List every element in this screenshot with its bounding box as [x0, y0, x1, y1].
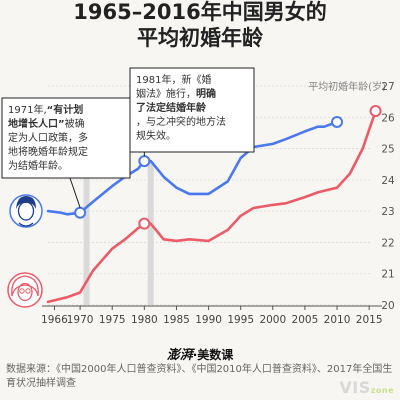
female-marker-1980	[138, 217, 151, 230]
watermark-main: VIS	[339, 378, 371, 397]
x-tick-1990: 1990	[195, 314, 222, 326]
annotation-1981-line4: ，与之冲突的地方法	[136, 115, 226, 128]
annotation-1971-connector	[69, 177, 81, 208]
watermark-sub: zone	[370, 386, 394, 395]
male-marker-1970	[74, 206, 87, 219]
male-marker-2010	[331, 115, 344, 128]
annotation-1971-line4: 地将晚婚年龄规定	[8, 145, 88, 158]
annotation-1971-line1: 1971年,“有计划	[8, 103, 83, 116]
annotation-1971: 1971年,“有计划 地增长人口”被确 定为人口政策，多 地将晚婚年龄规定 为结…	[1, 97, 131, 179]
x-tick-1975: 1975	[99, 314, 126, 326]
x-tick-1966: 1966	[41, 314, 68, 326]
female-avatar-icon	[7, 272, 43, 308]
annotation-1971-line5: 为结婚年龄。	[8, 159, 68, 172]
highlight-band-1981	[147, 162, 154, 305]
chart-title-line2: 平均初婚年龄	[137, 26, 263, 50]
female-series-line	[46, 109, 377, 304]
annotation-1981-line2: 姻法》施行，明确	[136, 87, 216, 100]
chart-title-line1: 1965–2016年中国男女的	[73, 0, 327, 24]
brand-logo: 澎湃	[166, 348, 193, 363]
male-avatar-icon	[9, 194, 43, 228]
annotation-1981-line3: 了法定结婚年龄	[136, 101, 207, 114]
y-tick-25: 25	[381, 144, 394, 156]
y-axis-label: 平均初婚年龄(岁)	[308, 80, 386, 93]
svg-text:1971年,“有计划 地增长人口”被确: 1971年,“有计划 地增长人口”被确 定为人口政策，多 地将晚婚年龄规定 为结…	[8, 103, 91, 172]
y-tick-20: 20	[381, 300, 394, 312]
y-tick-27: 27	[381, 81, 394, 93]
annotation-1981: 1981年，新《婚 姻法》施行，明确 了法定结婚年龄 ，与之冲突的地方法 规失效…	[129, 67, 255, 153]
y-tick-22: 22	[381, 237, 394, 249]
y-tick-24: 24	[381, 175, 395, 187]
annotation-1971-line2: 地增长人口”被确	[8, 117, 85, 130]
brand: 澎湃·美数课	[0, 344, 400, 363]
highlight-band-1971	[83, 162, 90, 305]
x-tick-2000: 2000	[259, 314, 286, 326]
male-series-line	[46, 120, 339, 216]
x-tick-2010: 2010	[324, 314, 351, 326]
annotation-1981-line5: 规失效。	[136, 129, 176, 142]
x-tick-1980: 1980	[131, 314, 158, 326]
y-tick-21: 21	[381, 269, 394, 281]
male-marker-1980	[138, 155, 151, 168]
y-tick-26: 26	[381, 112, 395, 124]
watermark: VISzone	[339, 378, 394, 397]
x-tick-1970: 1970	[67, 314, 94, 326]
y-tick-23: 23	[381, 206, 394, 218]
brand-name: ·美数课	[192, 348, 234, 362]
annotation-1971-line3: 定为人口政策，多	[8, 131, 88, 144]
annotation-1981-line1: 1981年，新《婚	[136, 73, 211, 86]
x-tick-2015: 2015	[356, 314, 383, 326]
x-tick-1985: 1985	[163, 314, 190, 326]
data-source: 数据来源：《中国2000年人口普查资料》、《中国2010年人口普查资料》、201…	[6, 364, 393, 389]
svg-text:1981年，新《婚 姻法》施行，明确: 1981年，新《婚 姻法》施行，明确 了法定结婚年龄 ，与之冲突的地方法 规失效…	[136, 73, 229, 142]
x-tick-2005: 2005	[292, 314, 319, 326]
female-marker-2016	[369, 105, 382, 118]
x-tick-1995: 1995	[227, 314, 254, 326]
